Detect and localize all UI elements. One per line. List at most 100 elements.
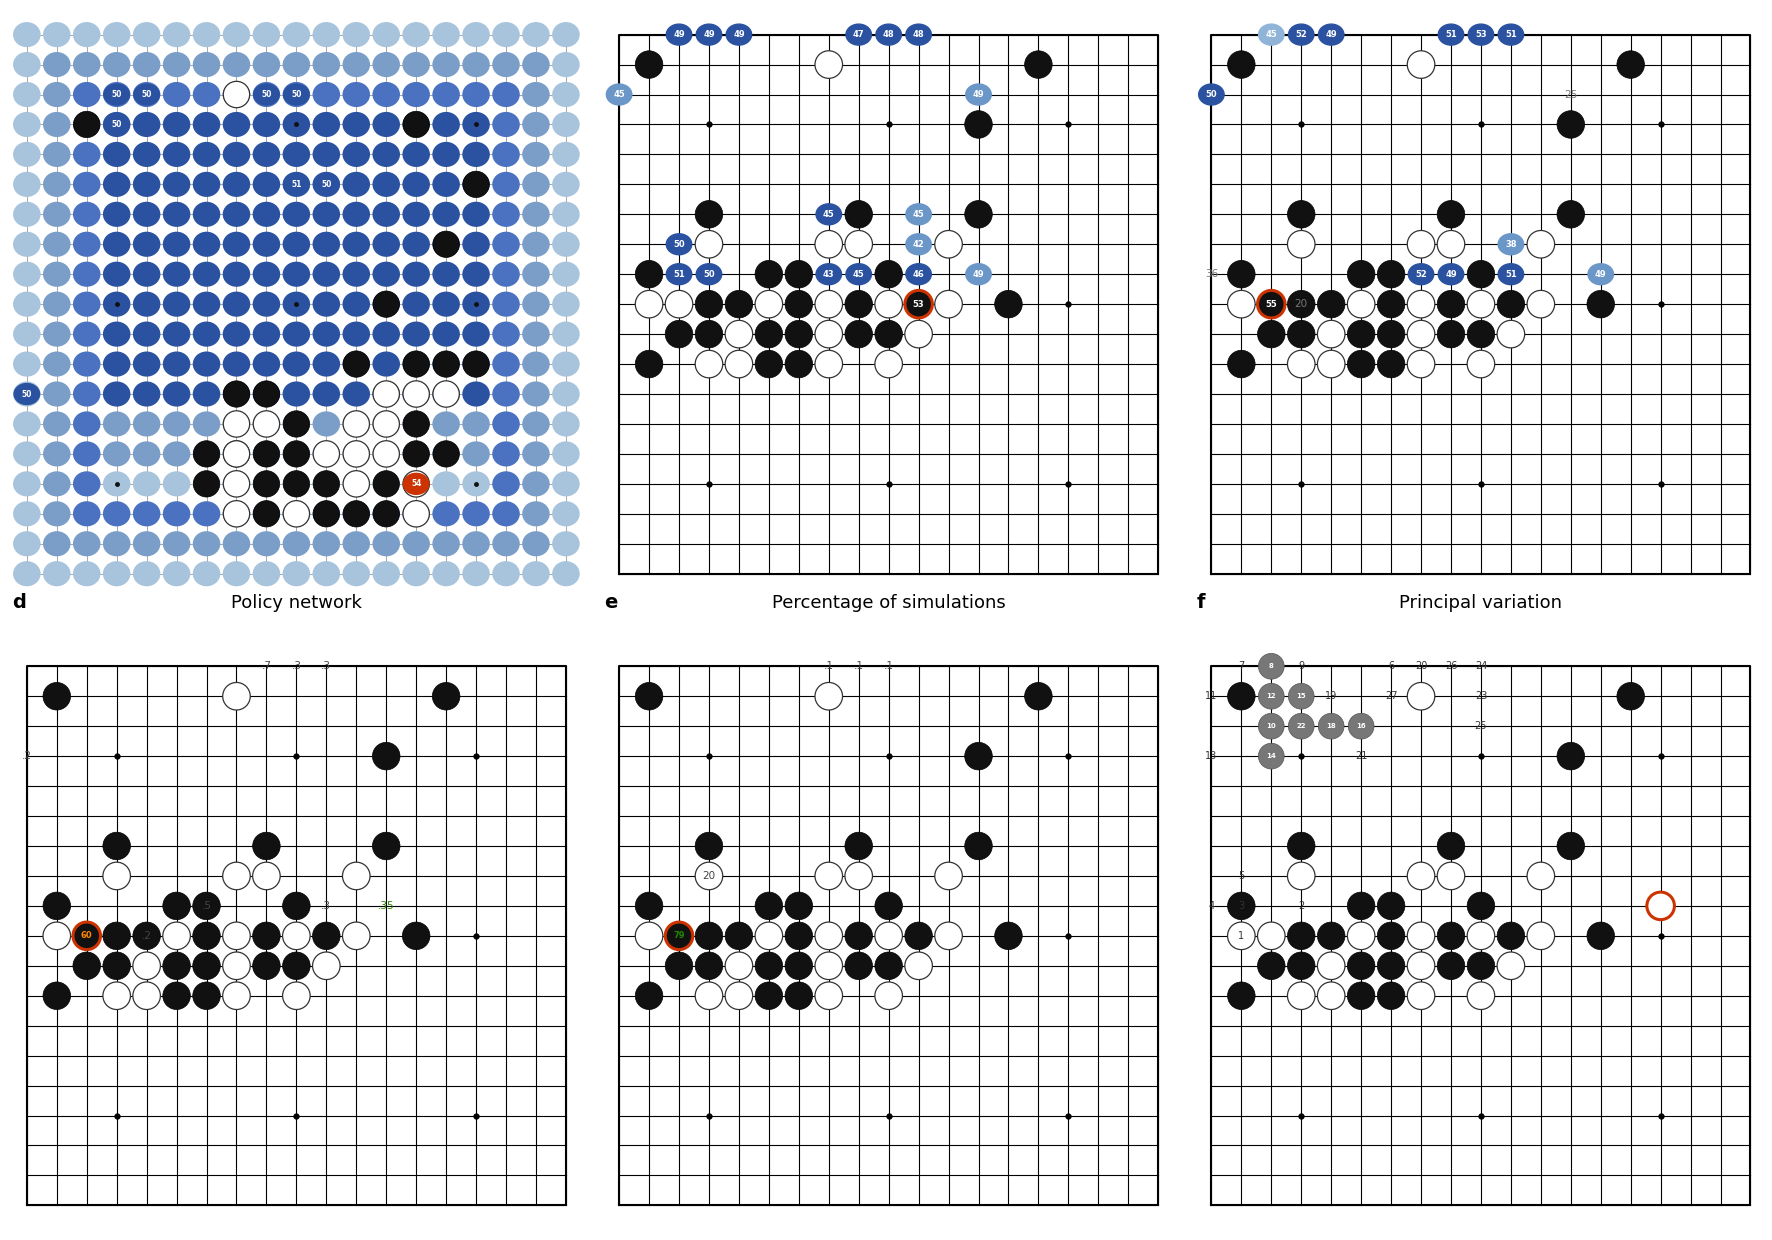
Ellipse shape <box>402 172 431 197</box>
Ellipse shape <box>163 382 190 407</box>
Ellipse shape <box>133 441 161 466</box>
Circle shape <box>1258 923 1285 950</box>
Ellipse shape <box>312 441 340 466</box>
Ellipse shape <box>253 382 280 407</box>
Ellipse shape <box>402 112 431 138</box>
Ellipse shape <box>284 174 308 195</box>
Ellipse shape <box>223 202 250 227</box>
Ellipse shape <box>223 52 250 77</box>
Ellipse shape <box>163 441 190 466</box>
Text: 50: 50 <box>112 120 122 129</box>
Text: 2: 2 <box>1299 901 1304 911</box>
Ellipse shape <box>493 321 519 347</box>
Ellipse shape <box>133 562 161 587</box>
Circle shape <box>1024 682 1053 711</box>
Circle shape <box>1228 982 1255 1009</box>
Circle shape <box>695 201 723 228</box>
Text: 49: 49 <box>1595 270 1607 279</box>
Ellipse shape <box>223 562 250 587</box>
Text: 25: 25 <box>1474 722 1487 732</box>
Ellipse shape <box>493 172 519 197</box>
Ellipse shape <box>135 84 159 105</box>
Text: 53: 53 <box>1474 30 1487 40</box>
Ellipse shape <box>133 232 161 257</box>
Circle shape <box>223 682 250 711</box>
Circle shape <box>1558 110 1584 138</box>
Circle shape <box>1228 260 1255 288</box>
Ellipse shape <box>402 232 431 257</box>
Circle shape <box>845 201 872 228</box>
Ellipse shape <box>432 112 461 138</box>
Ellipse shape <box>223 82 250 107</box>
Ellipse shape <box>312 22 340 47</box>
Circle shape <box>223 440 250 467</box>
Circle shape <box>755 982 783 1009</box>
Circle shape <box>432 231 459 258</box>
Circle shape <box>374 381 399 407</box>
Ellipse shape <box>312 471 340 496</box>
Circle shape <box>936 923 962 950</box>
Circle shape <box>1377 982 1405 1009</box>
Circle shape <box>1228 290 1255 317</box>
Text: .5: .5 <box>202 901 211 911</box>
Ellipse shape <box>103 52 131 77</box>
Ellipse shape <box>342 501 370 527</box>
Circle shape <box>1228 892 1255 920</box>
Text: 6: 6 <box>1387 661 1395 671</box>
Ellipse shape <box>342 112 370 138</box>
Circle shape <box>725 982 753 1009</box>
Circle shape <box>223 982 250 1009</box>
Ellipse shape <box>43 562 71 587</box>
Text: 50: 50 <box>112 91 122 99</box>
Ellipse shape <box>523 141 549 167</box>
Ellipse shape <box>73 172 101 197</box>
Ellipse shape <box>43 471 71 496</box>
Ellipse shape <box>12 22 41 47</box>
Ellipse shape <box>372 412 400 436</box>
Ellipse shape <box>193 531 220 557</box>
Ellipse shape <box>282 562 310 587</box>
Ellipse shape <box>73 471 101 496</box>
Circle shape <box>1348 713 1373 739</box>
Ellipse shape <box>404 474 429 495</box>
Circle shape <box>1024 51 1053 78</box>
Circle shape <box>755 350 783 378</box>
Circle shape <box>636 923 663 950</box>
Ellipse shape <box>43 351 71 377</box>
Ellipse shape <box>12 441 41 466</box>
Circle shape <box>1228 350 1255 378</box>
Ellipse shape <box>1469 24 1494 45</box>
Ellipse shape <box>163 52 190 77</box>
Circle shape <box>1407 290 1435 317</box>
Circle shape <box>1288 862 1315 890</box>
Circle shape <box>636 260 663 288</box>
Text: 23: 23 <box>1474 691 1487 702</box>
Ellipse shape <box>1258 24 1285 45</box>
Ellipse shape <box>1497 234 1524 254</box>
Ellipse shape <box>133 531 161 557</box>
Circle shape <box>815 682 842 711</box>
Circle shape <box>845 862 872 890</box>
Circle shape <box>103 952 131 980</box>
Ellipse shape <box>432 471 461 496</box>
Ellipse shape <box>1439 24 1464 45</box>
Ellipse shape <box>402 202 431 227</box>
Circle shape <box>223 410 250 438</box>
Circle shape <box>875 320 902 348</box>
Circle shape <box>1288 683 1315 709</box>
Circle shape <box>1377 923 1405 950</box>
Ellipse shape <box>253 562 280 587</box>
Circle shape <box>103 982 131 1009</box>
Text: .1: .1 <box>884 661 893 671</box>
Circle shape <box>725 952 753 980</box>
Text: 3: 3 <box>1239 901 1244 911</box>
Ellipse shape <box>193 351 220 377</box>
Ellipse shape <box>133 321 161 347</box>
Ellipse shape <box>493 531 519 557</box>
Circle shape <box>163 982 190 1009</box>
Ellipse shape <box>523 262 549 286</box>
Ellipse shape <box>523 562 549 587</box>
Text: 24: 24 <box>1474 661 1487 671</box>
Text: 38: 38 <box>1504 239 1517 249</box>
Circle shape <box>964 201 992 228</box>
